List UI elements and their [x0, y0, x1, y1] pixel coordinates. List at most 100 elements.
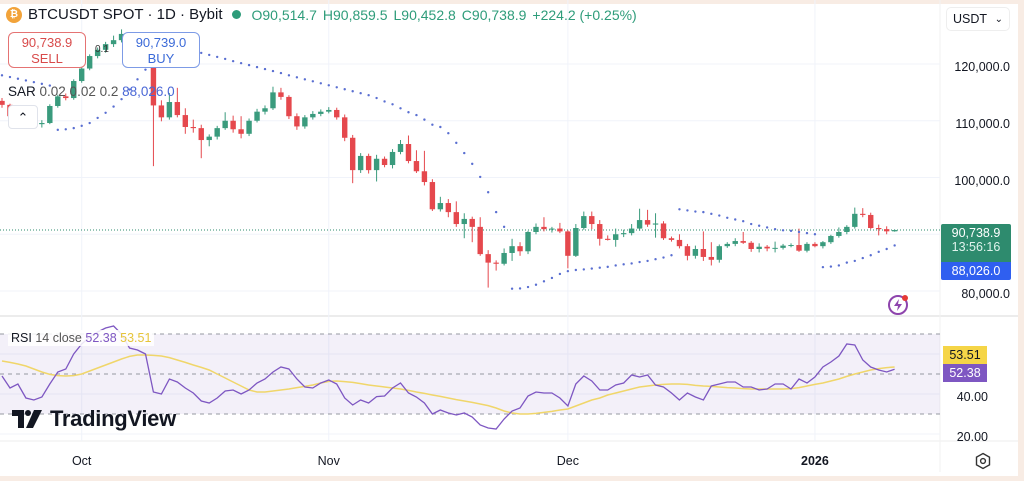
candle-body	[47, 105, 53, 124]
sar-value: 88,026.0	[122, 84, 175, 99]
tradingview-logo-text: TradingView	[50, 406, 176, 431]
candle-body	[349, 137, 356, 171]
sar-dot	[494, 210, 498, 214]
candle-body	[796, 245, 802, 251]
candle-body	[509, 246, 515, 253]
spread-value: 0.1	[95, 44, 109, 55]
candle	[836, 227, 842, 238]
candle	[429, 179, 436, 211]
sar-dot	[797, 230, 801, 234]
candle-body	[477, 226, 483, 255]
symbol-title[interactable]: BTCUSDT SPOT · 1D · Bybit	[28, 6, 223, 23]
candle-body	[39, 123, 45, 125]
sar-dot	[231, 59, 235, 63]
candle	[63, 93, 69, 101]
candle	[102, 41, 109, 53]
sar-dot	[829, 265, 833, 268]
sar-dot	[877, 250, 880, 254]
sar-dot	[614, 264, 617, 267]
candle	[445, 199, 452, 218]
lightning-icon[interactable]	[886, 293, 910, 317]
buy-button[interactable]: 90,739.0 BUY	[122, 32, 200, 68]
sar-dot	[303, 78, 307, 81]
sell-button[interactable]: 90,738.9 SELL	[8, 32, 86, 68]
bitcoin-icon: ₿	[6, 6, 22, 23]
sar-dot	[144, 68, 147, 71]
candle-body	[405, 144, 412, 162]
candle	[182, 108, 189, 134]
candle-body	[891, 230, 898, 232]
sar-dot	[471, 162, 474, 166]
sar-dot	[558, 272, 562, 276]
candle-body	[262, 108, 268, 112]
sar-dot	[223, 57, 227, 61]
rsi-legend[interactable]: RSI 14 close 52.38 53.51	[8, 330, 155, 346]
candle	[39, 120, 45, 128]
candle-body	[214, 128, 220, 137]
close-label: C	[461, 6, 472, 23]
close-value: 90,738.9	[471, 6, 527, 23]
rsi-ma-line	[1, 354, 895, 415]
candle-body	[764, 246, 770, 249]
change-value: +224.2 (+0.25%)	[532, 6, 637, 23]
buy-label: BUY	[147, 51, 175, 66]
rsi-name: RSI	[11, 331, 32, 345]
candle	[79, 66, 85, 83]
candle	[485, 250, 491, 288]
low-label: L	[393, 6, 402, 23]
sar-dot	[757, 224, 761, 227]
candle-body	[286, 96, 292, 117]
candle	[286, 95, 292, 120]
candle-body	[198, 128, 204, 141]
time-tick-label: Nov	[317, 454, 340, 468]
sar-dot	[813, 233, 817, 236]
currency-select[interactable]: USDT ⌄	[946, 7, 1010, 31]
time-tick-label: 2026	[801, 454, 829, 468]
candle	[477, 217, 483, 256]
currency-value: USDT	[953, 12, 988, 26]
grid-lines	[0, 0, 1018, 472]
candle-body	[102, 44, 109, 50]
candle	[150, 49, 157, 167]
tradingview-logo[interactable]: TradingView	[12, 406, 176, 432]
candle	[118, 29, 125, 43]
rsi-value-label: 52.38	[943, 364, 987, 382]
candle-body	[836, 231, 842, 236]
gear-icon[interactable]	[974, 452, 992, 470]
candle-body	[238, 129, 244, 134]
sar-dot	[431, 123, 434, 126]
candle-body	[158, 105, 165, 118]
sar-dot	[654, 258, 657, 261]
candle	[716, 244, 722, 263]
sar-dot	[805, 231, 809, 235]
candle	[828, 234, 834, 244]
sar-dot	[749, 222, 753, 226]
candle	[732, 238, 738, 247]
rsi-tick-label: 40.00	[956, 390, 988, 404]
rsi-band	[0, 333, 940, 415]
sar-dot	[104, 111, 107, 115]
candle	[310, 111, 316, 120]
candle-body	[246, 120, 252, 134]
candles	[0, 29, 898, 288]
sar-params: 0.02 0.02 0.2	[39, 84, 119, 99]
candle	[573, 224, 579, 257]
sar-dot	[56, 128, 59, 132]
candle	[660, 221, 667, 240]
collapse-legend-button[interactable]: ⌃	[8, 105, 38, 129]
candle-body	[684, 246, 691, 256]
sar-dot	[40, 82, 44, 86]
sar-legend[interactable]: SAR 0.02 0.02 0.2 88,026.0	[8, 84, 175, 99]
open-value: 90,514.7	[262, 6, 317, 23]
sar-dot	[263, 67, 267, 71]
candle-body	[79, 68, 85, 82]
candle	[597, 220, 603, 246]
candle	[764, 245, 770, 252]
rsi-axis-value: 52.38	[949, 366, 981, 380]
sar-dot	[622, 263, 625, 266]
candle-body	[668, 238, 675, 240]
candle-body	[565, 231, 571, 256]
candle-body	[549, 228, 555, 230]
candle	[788, 243, 794, 248]
